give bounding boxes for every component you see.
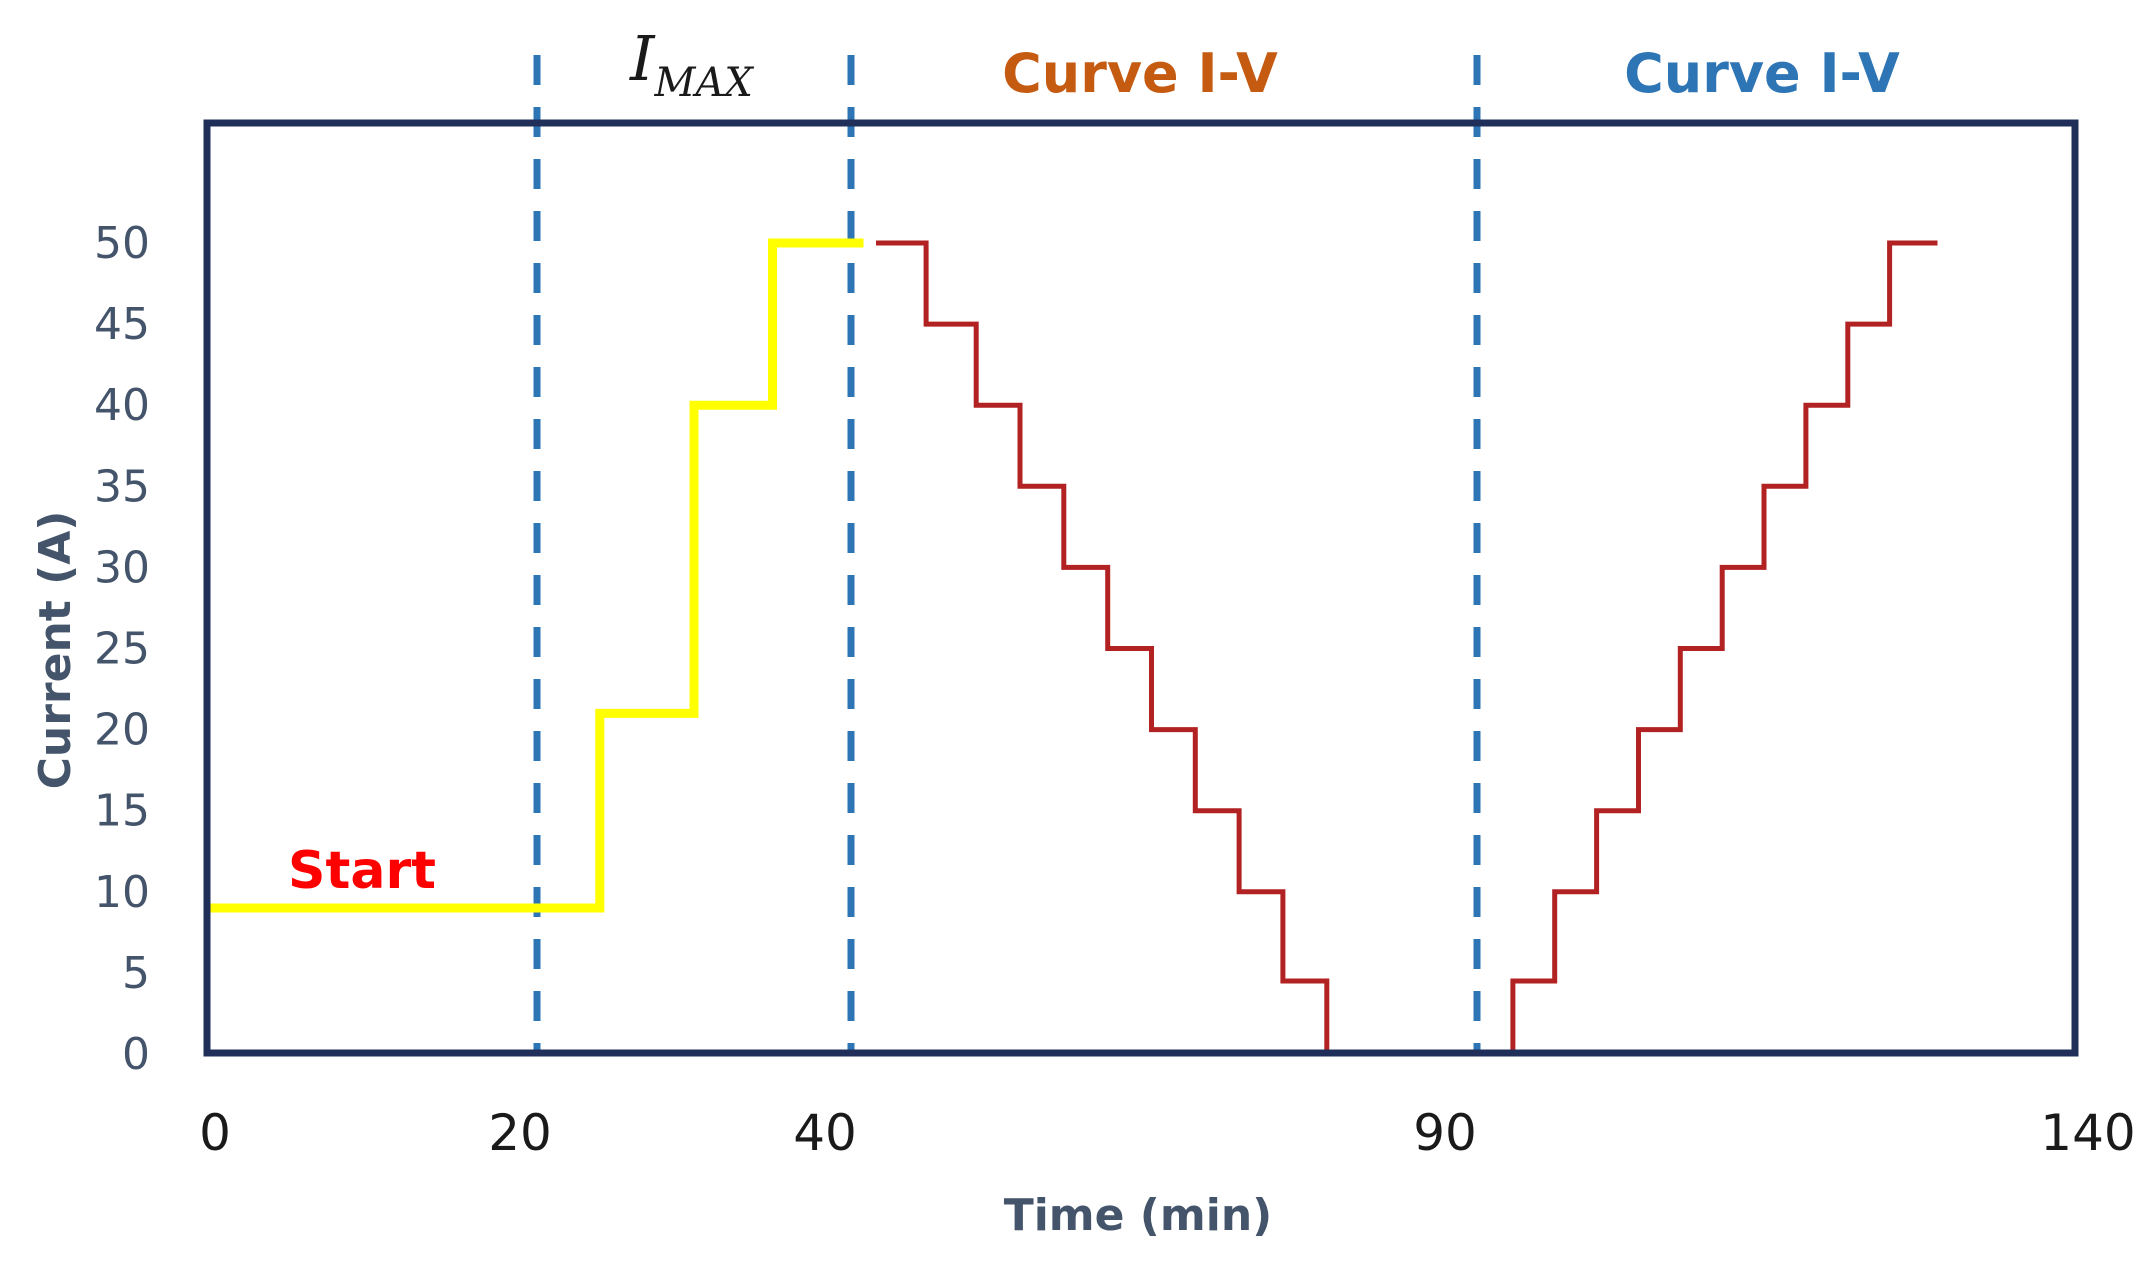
series-layer [210,238,1938,1054]
y-tick-label: 30 [94,542,150,593]
series-line-3 [1510,240,1938,1054]
y-axis-title: Current (A) [30,511,81,790]
x-tick-label: 140 [2040,1104,2135,1162]
curve-iv-label-2: Curve I-V [1624,42,1900,105]
y-tick-label: 15 [94,786,150,837]
curve-iv-label-1: Curve I-V [1002,42,1278,105]
imax-subscript: MAX [654,60,755,106]
y-tick-label: 25 [94,624,150,675]
x-tick-label: 40 [793,1104,857,1162]
x-tick-label: 20 [488,1104,552,1162]
y-tick-label: 5 [122,948,150,999]
y-tick-label: 45 [94,299,150,350]
x-axis-ticks: 0 20 40 90 140 [199,1104,2136,1162]
y-tick-label: 0 [122,1029,150,1080]
imax-label: IMAX [629,22,754,106]
series-line-2 [876,240,1330,1054]
x-axis-title: Time (min) [1004,1190,1273,1241]
region-dividers [533,55,1481,1053]
y-axis-ticks: 0 5 10 15 20 25 30 35 40 45 50 [94,218,150,1080]
imax-main: I [629,22,656,95]
plot-frame [203,119,2079,1057]
series-line-1 [210,238,864,913]
y-tick-label: 40 [94,380,150,431]
x-tick-label: 0 [199,1104,231,1162]
y-tick-label: 35 [94,461,150,512]
x-tick-label: 90 [1413,1104,1477,1162]
y-tick-label: 10 [94,867,150,918]
y-tick-label: 20 [94,705,150,756]
start-label: Start [288,841,436,901]
y-tick-label: 50 [94,218,150,269]
